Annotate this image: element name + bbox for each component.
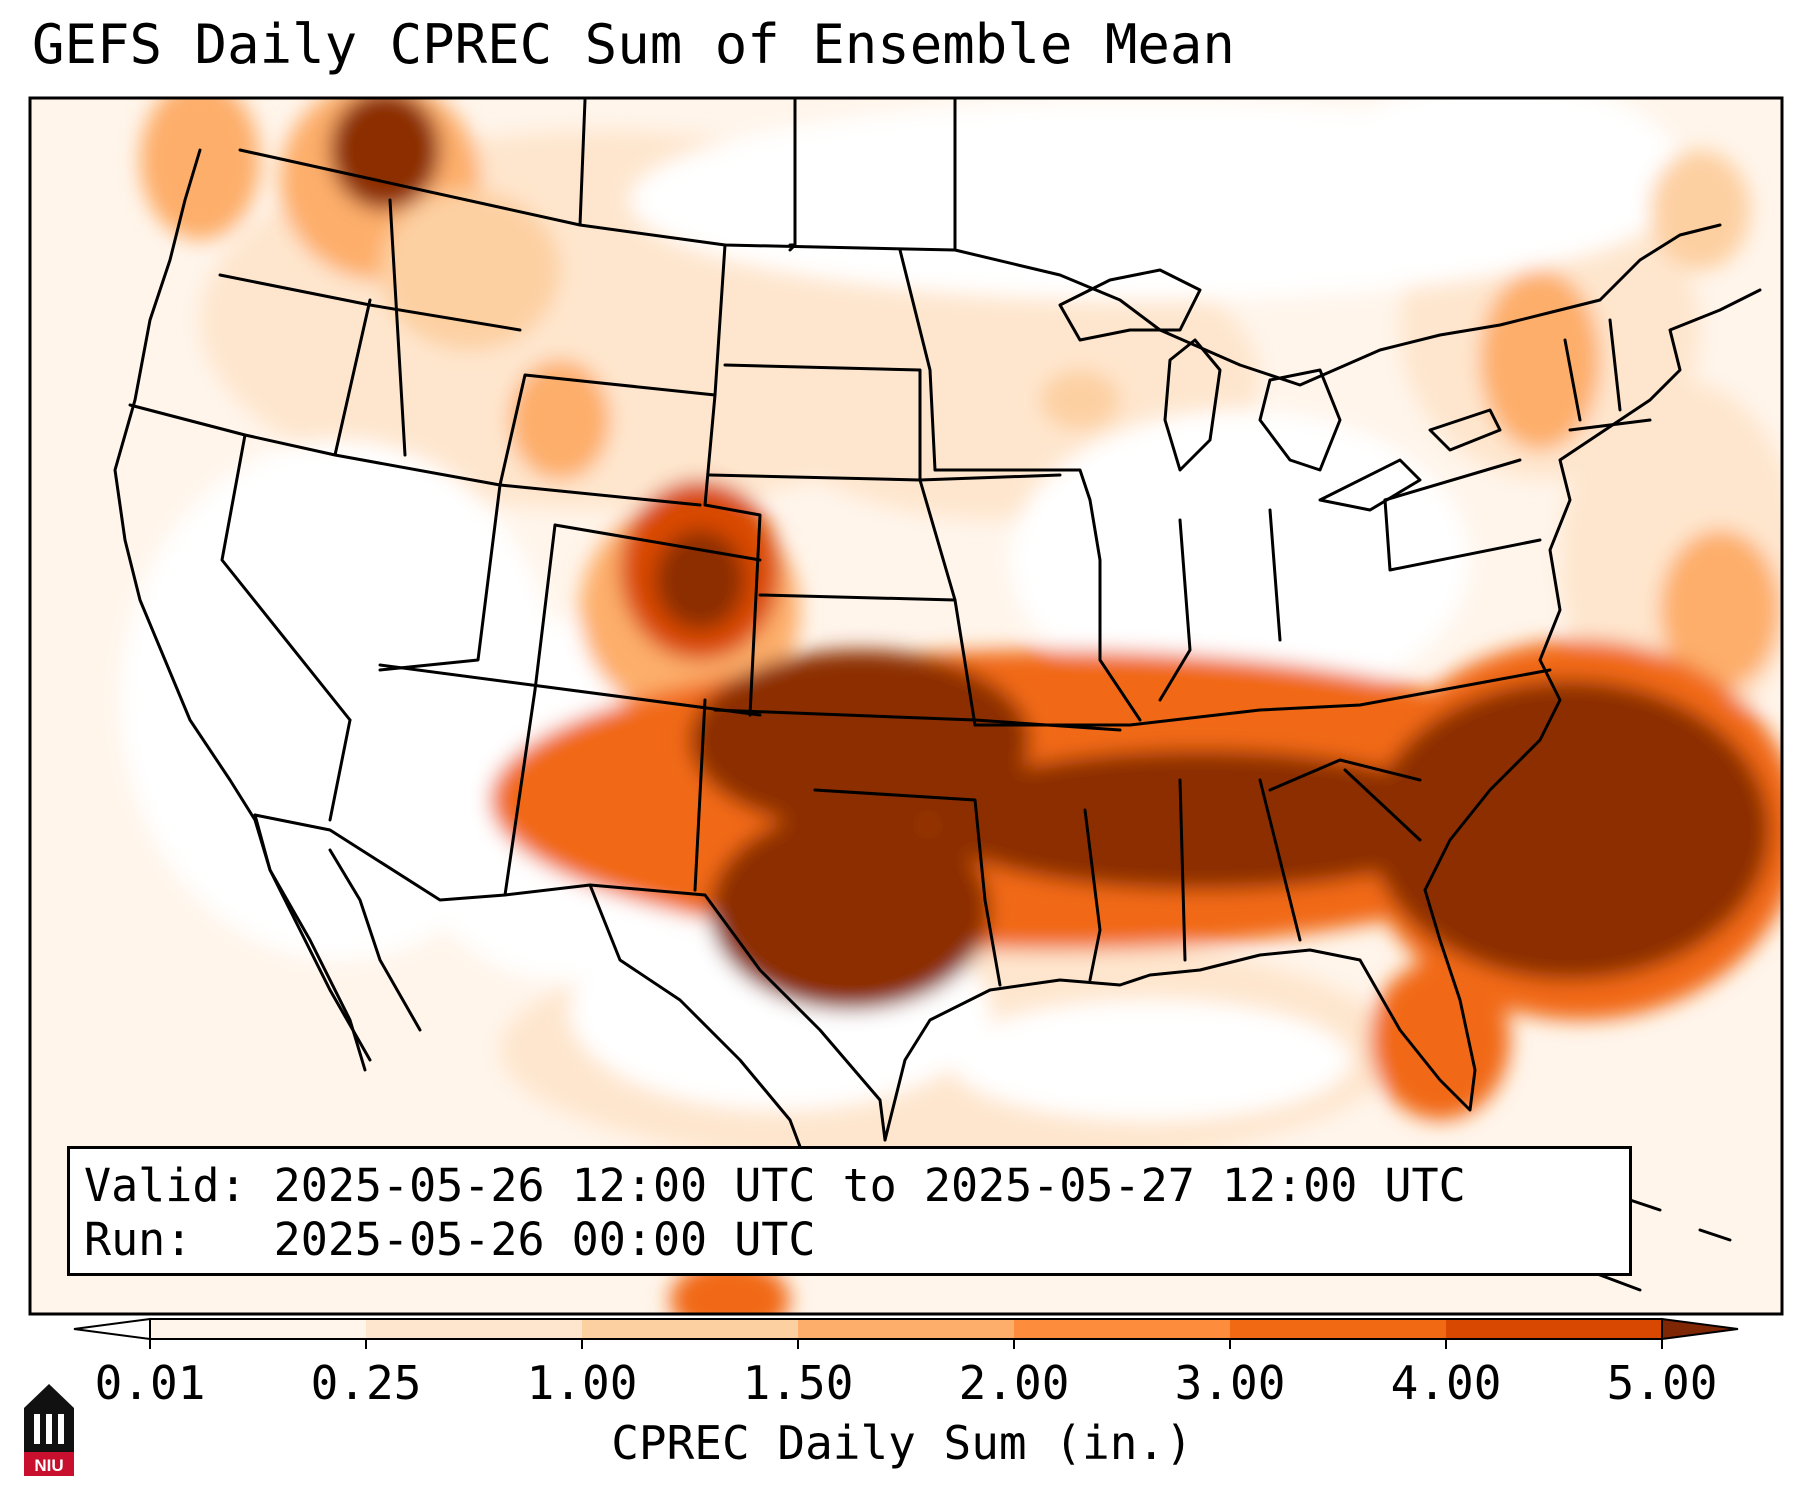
colorbar-tick-label: 2.00 [958, 1356, 1070, 1410]
colorbar-tick-label: 1.00 [526, 1356, 638, 1410]
validity-info-box: Valid: 2025-05-26 12:00 UTC to 2025-05-2… [67, 1146, 1632, 1276]
colorbar [73, 1317, 1739, 1349]
niu-logo: NIU [24, 1384, 74, 1476]
map-frame [28, 96, 1784, 1316]
colorbar-tick-label: 5.00 [1606, 1356, 1718, 1410]
colorbar-frame [149, 1318, 1663, 1340]
niu-logo-text: NIU [34, 1456, 63, 1475]
colorbar-segment [150, 1319, 367, 1339]
colorbar-tick-label: 1.50 [742, 1356, 854, 1410]
colorbar-tick-label: 4.00 [1390, 1356, 1502, 1410]
map-boundaries [113, 98, 1762, 1292]
colorbar-segment [582, 1319, 799, 1339]
colorbar-tick-label: 0.01 [94, 1356, 206, 1410]
map-title: GEFS Daily CPREC Sum of Ensemble Mean [32, 13, 1235, 76]
colorbar-segment [1230, 1319, 1447, 1339]
colorbar-segment [798, 1319, 1015, 1339]
valid-line: Valid: 2025-05-26 12:00 UTC to 2025-05-2… [84, 1159, 1466, 1212]
colorbar-segment [366, 1319, 583, 1339]
colorbar-tick-label: 0.25 [310, 1356, 422, 1410]
colorbar-under-extension [73, 1317, 151, 1341]
colorbar-over-extension [1661, 1317, 1739, 1341]
colorbar-segment [1446, 1319, 1663, 1339]
colorbar-segment [1014, 1319, 1231, 1339]
colorbar-tick-label: 3.00 [1174, 1356, 1286, 1410]
colorbar-label: CPREC Daily Sum (in.) [611, 1416, 1193, 1470]
run-line: Run: 2025-05-26 00:00 UTC [84, 1213, 816, 1266]
